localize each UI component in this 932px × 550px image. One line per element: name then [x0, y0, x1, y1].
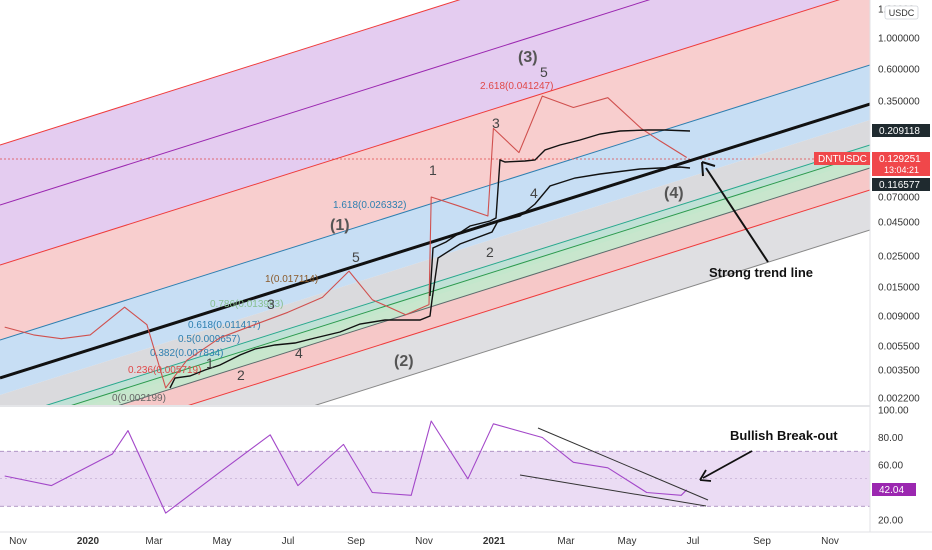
time-tick-label: Mar	[145, 536, 163, 547]
price-tick-label: 0.005500	[878, 342, 920, 353]
time-tick-label: Nov	[415, 536, 433, 547]
moving-averages	[169, 129, 691, 389]
annotation-strong-trend-line: Strong trend line	[709, 265, 813, 280]
rsi-tick-label: 60.00	[878, 461, 903, 472]
fib-labels: 1.618(0.026332) 1(0.017114) 0.786(0.0139…	[112, 81, 553, 404]
fib-label: 0.786(0.013953)	[210, 299, 283, 310]
wave-label: 2	[237, 367, 245, 383]
arrow-line	[702, 450, 753, 479]
wave-label: 5	[540, 64, 548, 80]
rsi-value-badge: 42.04	[872, 483, 916, 496]
svg-text:0.209118: 0.209118	[879, 126, 920, 137]
band-blue	[0, 65, 870, 395]
wave-label-2-major: (2)	[394, 353, 414, 370]
price-plot	[4, 95, 687, 389]
level-badge-lower: 0.116577	[872, 178, 930, 191]
wave-label: 2	[486, 244, 494, 260]
level-badge-upper: 0.209118	[872, 124, 930, 137]
time-tick-label: Nov	[9, 536, 27, 547]
price-tick-label: 0.015000	[878, 283, 920, 294]
arrow-line	[705, 167, 769, 263]
ma-slow	[169, 166, 691, 389]
rsi-wedge	[519, 427, 709, 507]
rsi-tick-labels: 100.00 80.00 60.00 20.00	[878, 406, 909, 527]
fib-label: 1.618(0.026332)	[333, 200, 406, 211]
price-tick-label: 0.045000	[878, 218, 920, 229]
price-tick-label: 0.002200	[878, 394, 920, 405]
time-tick-label: Nov	[821, 536, 839, 547]
price-tick-label: 0.003500	[878, 366, 920, 377]
wave-label: 1	[206, 355, 214, 371]
wave-label-3-major: (3)	[518, 49, 538, 66]
fib-label: 0.236(0.005719)	[128, 365, 201, 376]
rsi-line	[4, 420, 688, 514]
svg-text:0.129251: 0.129251	[879, 154, 921, 165]
time-tick-label: 2021	[483, 536, 506, 547]
wave-label-4-major: (4)	[664, 185, 684, 202]
wave-label-1-major: (1)	[330, 217, 350, 234]
price-line	[4, 95, 687, 389]
rsi-tick-label: 80.00	[878, 433, 903, 444]
time-tick-labels: Nov 2020 Mar May Jul Sep Nov 2021 Mar May Jul Sep No…	[9, 536, 839, 547]
time-axis[interactable]: Nov 2020 Mar May Jul Sep Nov 2021 Mar May Jul Sep No…	[0, 531, 932, 550]
time-tick-label: Sep	[753, 536, 771, 547]
annotation-bullish-breakout: Bullish Break-out	[730, 428, 838, 443]
time-tick-label: 2020	[77, 536, 100, 547]
price-tick-label: 0.350000	[878, 97, 920, 108]
fib-label: 2.618(0.041247)	[480, 81, 553, 92]
fib-label: 0.382(0.007834)	[150, 348, 223, 359]
price-tick-label: 0.025000	[878, 252, 920, 263]
time-tick-label: May	[618, 536, 637, 547]
fib-label: 0(0.002199)	[112, 393, 166, 404]
rsi-tick-label: 100.00	[878, 406, 909, 417]
arrow-head-icon	[701, 161, 716, 177]
wave-sub-labels: 1 2 3 4 5 1 2 3 4 5	[206, 64, 548, 383]
wave-label: 3	[492, 115, 500, 131]
arrow-head-icon	[699, 469, 712, 482]
time-tick-label: May	[213, 536, 232, 547]
time-tick-label: Jul	[687, 536, 700, 547]
wave-label: 4	[530, 185, 538, 201]
svg-text:13:04:21: 13:04:21	[884, 165, 919, 175]
svg-text:0.116577: 0.116577	[879, 180, 920, 191]
breakout-annotation: Bullish Break-out	[699, 428, 838, 482]
rsi-tick-label: 20.00	[878, 516, 903, 527]
symbol-tag: DNTUSDC	[814, 152, 870, 165]
price-axis[interactable]: 1.800001.0000000.6000000.3500000.2000000…	[869, 0, 932, 550]
last-price-badge: 0.129251 13:04:21	[872, 152, 930, 176]
band-gray	[0, 120, 870, 405]
svg-text:USDC: USDC	[889, 8, 915, 18]
svg-text:DNTUSDC: DNTUSDC	[818, 154, 867, 165]
wave-label: 4	[295, 345, 303, 361]
svg-text:42.04: 42.04	[879, 485, 904, 496]
fib-label: 0.5(0.009657)	[178, 334, 240, 345]
wave-label: 5	[352, 249, 360, 265]
price-pane[interactable]: 1.618(0.026332) 1(0.017114) 0.786(0.0139…	[0, 0, 870, 505]
price-tick-label: 0.600000	[878, 65, 920, 76]
ma-fast	[429, 129, 691, 297]
wave-labels: (1) (2) (3) (4)	[330, 49, 684, 370]
fib-label: 1(0.017114)	[265, 274, 318, 285]
price-tick-label: 0.009000	[878, 312, 920, 323]
wave-label: 1	[429, 162, 437, 178]
time-tick-label: Jul	[282, 536, 295, 547]
price-tick-label: 0.070000	[878, 193, 920, 204]
price-tick-label: 1.000000	[878, 34, 920, 45]
currency-badge: USDC	[884, 5, 919, 20]
time-tick-label: Sep	[347, 536, 365, 547]
strong-trend-line[interactable]	[0, 102, 870, 380]
band-red-upper	[0, 0, 870, 340]
wave-label: 3	[267, 296, 275, 312]
trend-line-annotation: Strong trend line	[701, 161, 813, 280]
rsi-pane[interactable]: Bullish Break-out	[0, 420, 870, 514]
time-tick-label: Mar	[557, 536, 575, 547]
fib-label: 0.618(0.011417)	[188, 320, 261, 331]
